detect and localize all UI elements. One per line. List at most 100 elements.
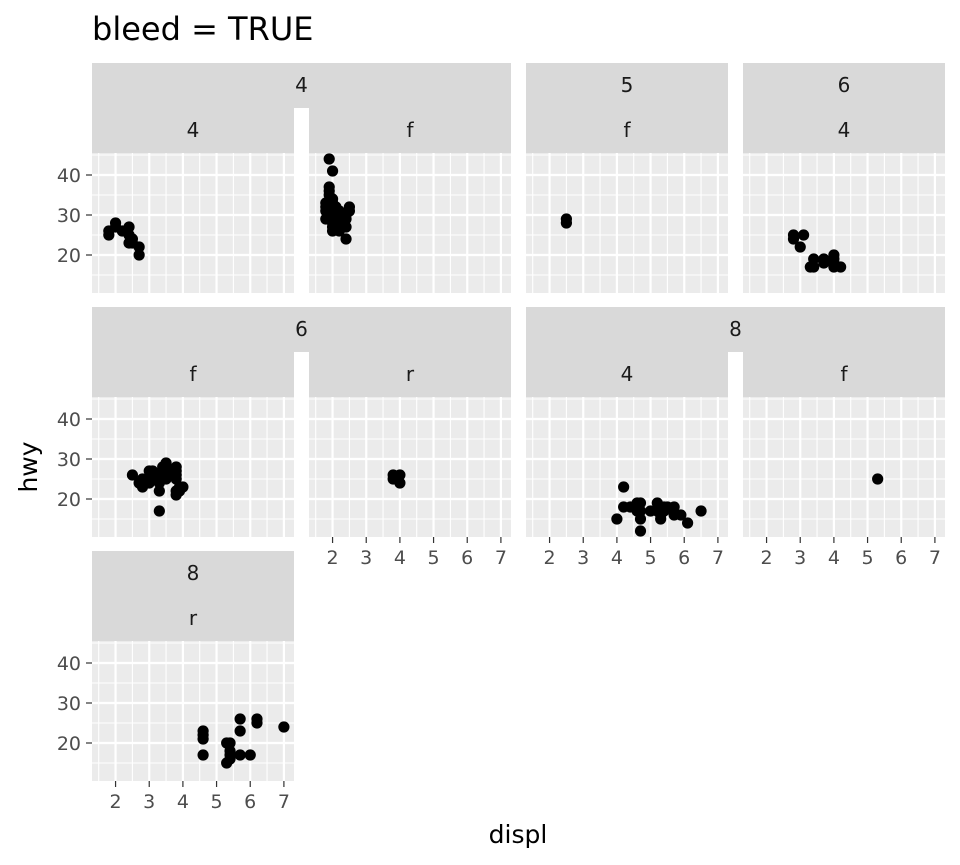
data-point [244,749,256,761]
data-point [197,749,209,761]
x-tick-label: 2 [110,791,122,813]
cyl-strip-4 [526,307,945,352]
data-point [611,513,623,525]
x-tick-label: 6 [461,547,473,569]
x-tick-label: 4 [394,547,406,569]
data-point [133,241,145,253]
data-point [808,261,820,273]
data-point [668,501,680,513]
data-point [197,733,209,745]
panel-6: 42 3 4 5 6 7 [526,352,728,569]
data-point [818,253,830,265]
x-tick-label: 5 [862,547,874,569]
data-point [278,721,290,733]
data-point [343,205,355,217]
drv-strip [92,108,294,153]
x-tick-label: 6 [678,547,690,569]
panel-background [526,397,728,537]
x-tick-label: 5 [428,547,440,569]
drv-strip [92,352,294,397]
cyl-strip-0 [92,63,511,108]
drv-strip-label: f [623,118,631,142]
drv-strip [309,352,511,397]
drv-strip-label: r [189,606,198,630]
x-tick-label: 4 [611,547,623,569]
data-point [224,753,236,765]
data-point [340,233,352,245]
data-point [618,481,630,493]
panel-1: f [309,108,511,293]
data-point [224,737,236,749]
cyl-strip-label-3: 6 [295,317,308,341]
x-axis-title: displ [489,820,548,849]
panel-background [309,397,511,537]
data-point [234,713,246,725]
data-point [153,505,165,517]
cyl-strip-label-5: 8 [187,561,200,585]
y-tick-label: 20 [57,489,81,511]
x-tick-label: 2 [761,547,773,569]
drv-strip-label: f [406,118,414,142]
cyl-strip-2 [743,63,945,108]
panel-8: r 2 3 4 5 6 7 20 30 40 [57,596,294,813]
panel-0: 4 20 30 40 [57,108,294,293]
panel-background [743,397,945,537]
data-point [634,513,647,525]
drv-strip-label: f [189,362,197,386]
drv-strip [526,108,728,153]
data-point [177,481,189,493]
x-tick-label: 4 [828,547,840,569]
data-point [787,233,800,245]
data-point [394,477,406,489]
x-tick-label: 3 [143,791,155,813]
data-point [126,469,138,481]
x-tick-label: 3 [577,547,589,569]
x-tick-label: 4 [177,791,189,813]
y-tick-label: 30 [57,449,81,471]
x-tick-label: 7 [495,547,507,569]
data-point [675,509,687,521]
drv-strip-label: 4 [187,118,200,142]
cyl-strip-1 [526,63,728,108]
panel-5: r 2 3 4 5 6 7 [309,352,511,569]
data-point [251,717,263,729]
drv-strip-label: r [406,362,415,386]
cyl-strip-label-1: 5 [621,73,634,97]
data-point [326,165,339,177]
x-tick-label: 6 [895,547,907,569]
y-tick-label: 20 [57,733,81,755]
data-point [234,749,246,761]
panel-2: f [526,108,728,293]
cyl-strip-label-4: 8 [729,317,742,341]
data-point [872,473,884,485]
data-point [323,153,335,165]
y-axis-title: hwy [14,441,43,492]
y-tick-label: 40 [57,409,81,431]
x-tick-label: 5 [645,547,657,569]
drv-strip [92,596,294,641]
data-point [340,221,352,233]
panel-background [92,641,294,781]
drv-strip [526,352,728,397]
data-point [794,241,806,253]
chart-title: bleed = TRUE [92,10,313,48]
data-point [835,261,847,273]
drv-strip [743,108,945,153]
data-point [634,505,647,517]
panel-background [526,153,728,293]
drv-strip-label: 4 [838,118,851,142]
data-point [634,497,647,509]
x-tick-label: 7 [929,547,941,569]
y-tick-label: 40 [57,165,81,187]
x-tick-label: 5 [211,791,223,813]
cyl-strip-3 [92,307,511,352]
data-point [123,221,135,233]
data-point [394,469,406,481]
data-point [828,249,840,261]
x-tick-label: 2 [544,547,556,569]
y-tick-label: 30 [57,205,81,227]
y-tick-label: 30 [57,693,81,715]
x-tick-label: 3 [794,547,806,569]
x-tick-label: 7 [278,791,290,813]
